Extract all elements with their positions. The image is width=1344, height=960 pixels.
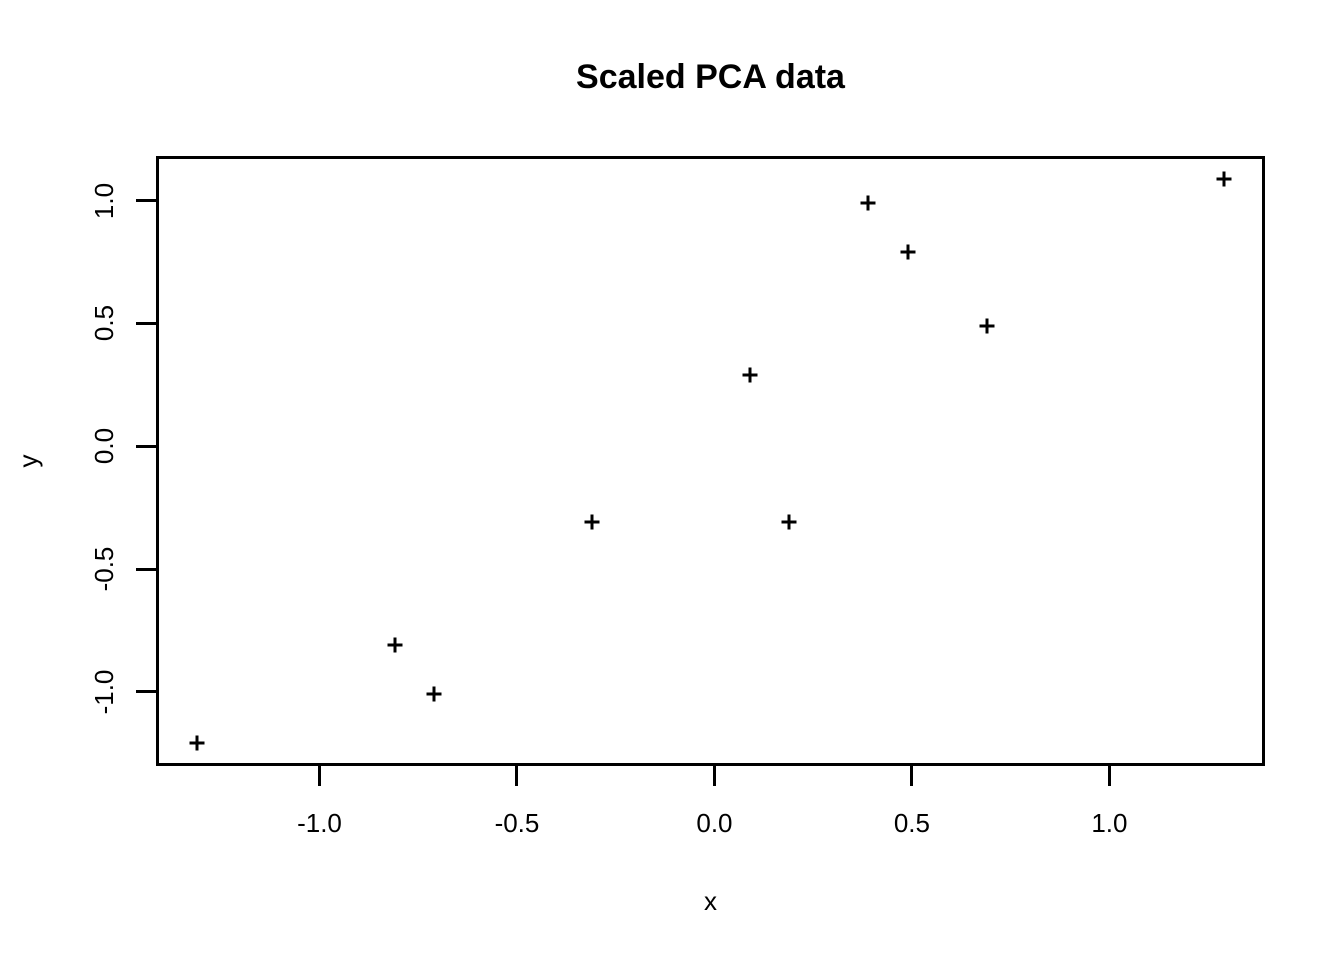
data-point-plus-marker — [781, 514, 797, 530]
data-point-plus-marker — [900, 244, 916, 260]
data-point-plus-marker — [1216, 171, 1232, 187]
x-tick-label: -1.0 — [297, 808, 342, 838]
y-tick-mark — [136, 199, 156, 203]
y-tick-mark — [136, 567, 156, 571]
plot-area-border — [156, 156, 1265, 766]
y-axis-label: y — [13, 454, 43, 468]
y-tick-label: 0.5 — [89, 305, 119, 342]
y-tick-label: -0.5 — [89, 546, 119, 592]
data-point-plus-marker — [742, 367, 758, 383]
data-point-plus-marker — [860, 195, 876, 211]
data-point-plus-marker — [584, 514, 600, 530]
y-tick-label: 1.0 — [89, 182, 119, 219]
y-tick-mark — [136, 690, 156, 694]
x-tick-label: 1.0 — [1091, 808, 1128, 838]
data-point-plus-marker — [426, 686, 442, 702]
x-tick-mark — [1107, 766, 1111, 786]
x-tick-mark — [712, 766, 716, 786]
y-tick-label: -1.0 — [89, 669, 119, 715]
x-tick-label: -0.5 — [494, 808, 540, 838]
x-axis-label: x — [704, 886, 717, 916]
data-point-plus-marker — [387, 637, 403, 653]
y-tick-mark — [136, 321, 156, 325]
x-tick-mark — [515, 766, 519, 786]
x-tick-label: 0.5 — [893, 808, 930, 838]
x-tick-mark — [910, 766, 914, 786]
chart-title: Scaled PCA data — [576, 58, 845, 96]
x-tick-mark — [318, 766, 321, 786]
data-point-plus-marker — [189, 735, 205, 751]
data-point-plus-marker — [979, 318, 995, 334]
x-tick-label: 0.0 — [696, 808, 733, 838]
y-tick-label: 0.0 — [89, 428, 119, 465]
y-tick-mark — [136, 444, 156, 448]
